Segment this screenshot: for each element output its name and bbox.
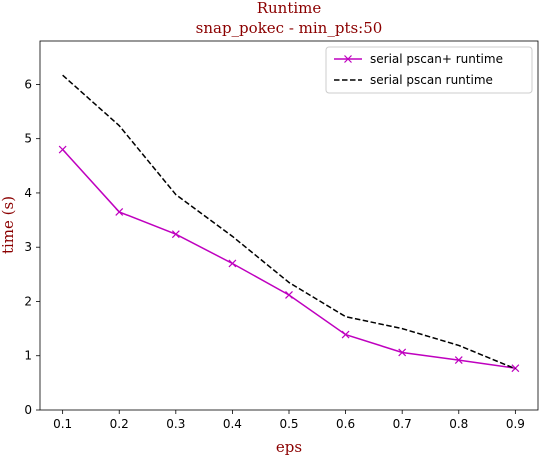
x-tick-label: 0.4 bbox=[223, 417, 242, 431]
x-tick-label: 0.3 bbox=[166, 417, 185, 431]
data-point-marker bbox=[115, 208, 124, 216]
x-tick-label: 0.8 bbox=[449, 417, 468, 431]
legend-label-2: serial pscan runtime bbox=[370, 73, 493, 87]
legend: serial pscan+ runtime serial pscan runtim… bbox=[325, 46, 533, 94]
y-tick-label: 2 bbox=[24, 294, 32, 308]
y-tick-label: 1 bbox=[24, 349, 32, 363]
legend-marker bbox=[344, 55, 352, 63]
data-point-marker bbox=[228, 259, 237, 268]
x-tick-label: 0.7 bbox=[393, 417, 412, 431]
chart-subtitle: snap_pokec - min_pts:50 bbox=[196, 19, 383, 37]
y-tick-label: 5 bbox=[24, 132, 32, 146]
y-tick-label: 4 bbox=[24, 186, 32, 200]
data-point-marker bbox=[398, 348, 407, 357]
data-point-marker bbox=[454, 356, 463, 365]
x-tick-label: 0.2 bbox=[110, 417, 129, 431]
legend-label-1: serial pscan+ runtime bbox=[370, 52, 503, 66]
series-line-2 bbox=[62, 74, 516, 370]
x-axis-label: eps bbox=[276, 438, 302, 456]
y-axis-label: time (s) bbox=[0, 196, 17, 254]
x-tick-label: 0.6 bbox=[336, 417, 355, 431]
data-point-marker bbox=[341, 330, 350, 339]
series-line-1 bbox=[62, 149, 516, 369]
legend-box bbox=[325, 46, 533, 94]
x-tick-label: 0.9 bbox=[506, 417, 525, 431]
chart-title: Runtime bbox=[257, 0, 322, 17]
y-tick-label: 0 bbox=[24, 403, 32, 417]
plot-area: 0.1 0.2 0.3 0.4 0.5 0.6 0.7 0.8 0.9 0 1 2 3 4 5 6 serial… bbox=[24, 40, 539, 431]
plot-frame bbox=[39, 40, 539, 411]
data-point-marker bbox=[285, 291, 293, 299]
data-point-marker bbox=[58, 145, 67, 154]
x-tick-label: 0.5 bbox=[279, 417, 298, 431]
y-tick-label: 6 bbox=[24, 77, 32, 91]
y-tick-label: 3 bbox=[24, 240, 32, 254]
data-point-marker bbox=[171, 230, 180, 239]
x-tick-label: 0.1 bbox=[53, 417, 72, 431]
